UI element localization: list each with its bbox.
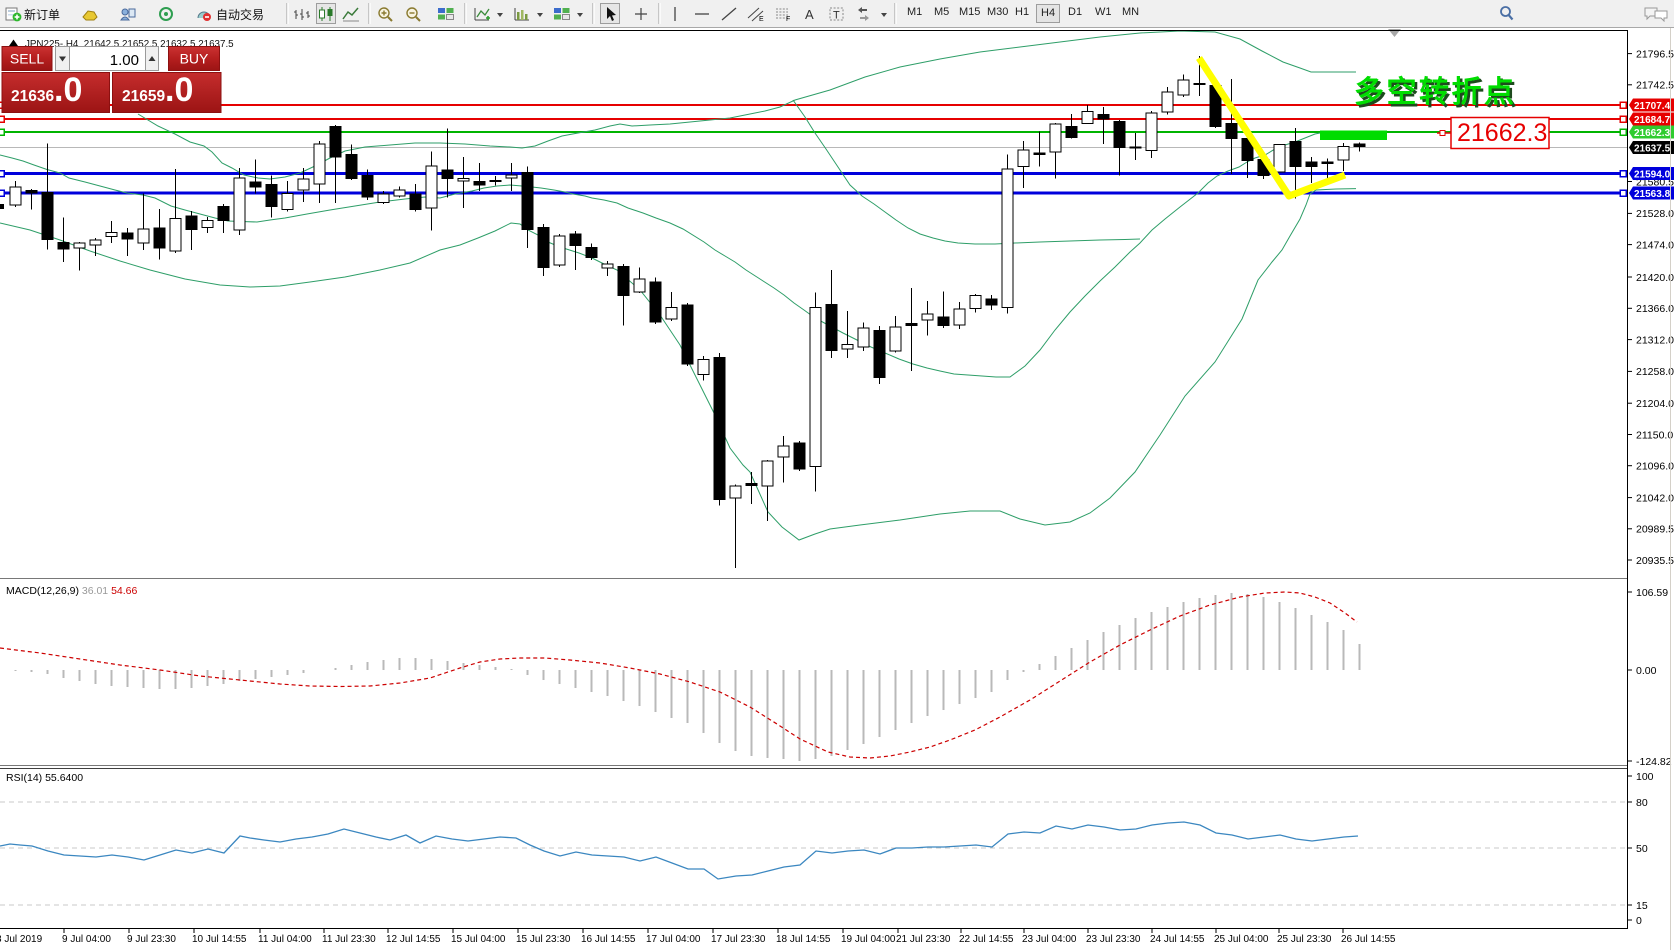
svg-text:MACD(12,26,9) 36.01 54.66: MACD(12,26,9) 36.01 54.66 (6, 585, 137, 597)
svg-text:21707.4: 21707.4 (1634, 101, 1671, 112)
svg-text:17 Jul 23:30: 17 Jul 23:30 (711, 934, 766, 945)
svg-text:22 Jul 14:55: 22 Jul 14:55 (959, 934, 1014, 945)
svg-text:21420.0: 21420.0 (1636, 272, 1674, 284)
svg-text:BUY: BUY (180, 51, 209, 67)
svg-text:21594.0: 21594.0 (1634, 169, 1671, 180)
svg-text:9 Jul 04:00: 9 Jul 04:00 (62, 934, 111, 945)
svg-text:23 Jul 04:00: 23 Jul 04:00 (1022, 934, 1077, 945)
svg-text:RSI(14) 55.6400: RSI(14) 55.6400 (6, 772, 83, 784)
svg-text:16 Jul 14:55: 16 Jul 14:55 (581, 934, 636, 945)
svg-text:21474.0: 21474.0 (1636, 239, 1674, 251)
svg-text:21258.0: 21258.0 (1636, 366, 1674, 378)
svg-text:21042.0: 21042.0 (1636, 492, 1674, 504)
svg-text:106.59: 106.59 (1636, 587, 1668, 599)
svg-text:21150.0: 21150.0 (1636, 429, 1673, 441)
svg-text:23 Jul 23:30: 23 Jul 23:30 (1086, 934, 1141, 945)
svg-text:21312.0: 21312.0 (1636, 334, 1674, 346)
svg-text:9 Jul 23:30: 9 Jul 23:30 (127, 934, 176, 945)
svg-text:17 Jul 04:00: 17 Jul 04:00 (646, 934, 701, 945)
svg-text:12 Jul 14:55: 12 Jul 14:55 (386, 934, 441, 945)
svg-text:24 Jul 14:55: 24 Jul 14:55 (1150, 934, 1205, 945)
svg-text:21366.0: 21366.0 (1636, 303, 1674, 315)
svg-text:SELL: SELL (10, 51, 44, 67)
svg-text:1.00: 1.00 (110, 52, 139, 69)
svg-text:80: 80 (1636, 797, 1648, 809)
svg-text:21637.5: 21637.5 (1634, 143, 1671, 154)
svg-text:21659: 21659 (122, 88, 165, 105)
svg-text:.0: .0 (54, 71, 82, 109)
svg-text:10 Jul 14:55: 10 Jul 14:55 (192, 934, 247, 945)
svg-text:21096.0: 21096.0 (1636, 461, 1674, 473)
svg-text:15 Jul 04:00: 15 Jul 04:00 (451, 934, 506, 945)
svg-text:19 Jul 04:00: 19 Jul 04:00 (841, 934, 896, 945)
svg-text:21796.5: 21796.5 (1636, 48, 1674, 60)
svg-text:21662.3: 21662.3 (1634, 128, 1671, 139)
svg-text:8 Jul 2019: 8 Jul 2019 (0, 934, 43, 945)
svg-text:25 Jul 23:30: 25 Jul 23:30 (1277, 934, 1332, 945)
svg-text:21528.0: 21528.0 (1636, 208, 1674, 220)
svg-text:F: F (786, 16, 790, 22)
svg-text:JPN225-,H4 21642.5 21652.5 21: JPN225-,H4 21642.5 21652.5 21632.5 21637… (25, 39, 234, 50)
svg-text:25 Jul 04:00: 25 Jul 04:00 (1214, 934, 1269, 945)
svg-text:20989.5: 20989.5 (1636, 524, 1674, 536)
svg-text:21 Jul 23:30: 21 Jul 23:30 (896, 934, 951, 945)
svg-text:T: T (833, 9, 840, 21)
svg-text:100: 100 (1636, 771, 1654, 783)
svg-text:21684.7: 21684.7 (1634, 115, 1671, 126)
svg-text:21636: 21636 (11, 88, 54, 105)
svg-text:21204.0: 21204.0 (1636, 398, 1674, 410)
svg-text:21742.5: 21742.5 (1636, 80, 1674, 92)
svg-text:20935.5: 20935.5 (1636, 555, 1674, 567)
svg-text:E: E (759, 16, 764, 22)
svg-text:11 Jul 04:00: 11 Jul 04:00 (258, 934, 312, 945)
svg-text:26 Jul 14:55: 26 Jul 14:55 (1341, 934, 1396, 945)
svg-text:-124.82: -124.82 (1636, 756, 1672, 768)
svg-text:.0: .0 (165, 71, 193, 109)
svg-text:21662.3: 21662.3 (1457, 119, 1547, 147)
svg-text:11 Jul 23:30: 11 Jul 23:30 (322, 934, 376, 945)
svg-text:21563.8: 21563.8 (1634, 189, 1671, 200)
svg-text:15 Jul 23:30: 15 Jul 23:30 (516, 934, 571, 945)
svg-text:50: 50 (1636, 843, 1648, 855)
svg-text:18 Jul 14:55: 18 Jul 14:55 (776, 934, 831, 945)
svg-text:A: A (805, 7, 814, 22)
svg-text:0: 0 (1636, 915, 1642, 927)
svg-text:0.00: 0.00 (1636, 665, 1657, 677)
svg-text:15: 15 (1636, 900, 1648, 912)
